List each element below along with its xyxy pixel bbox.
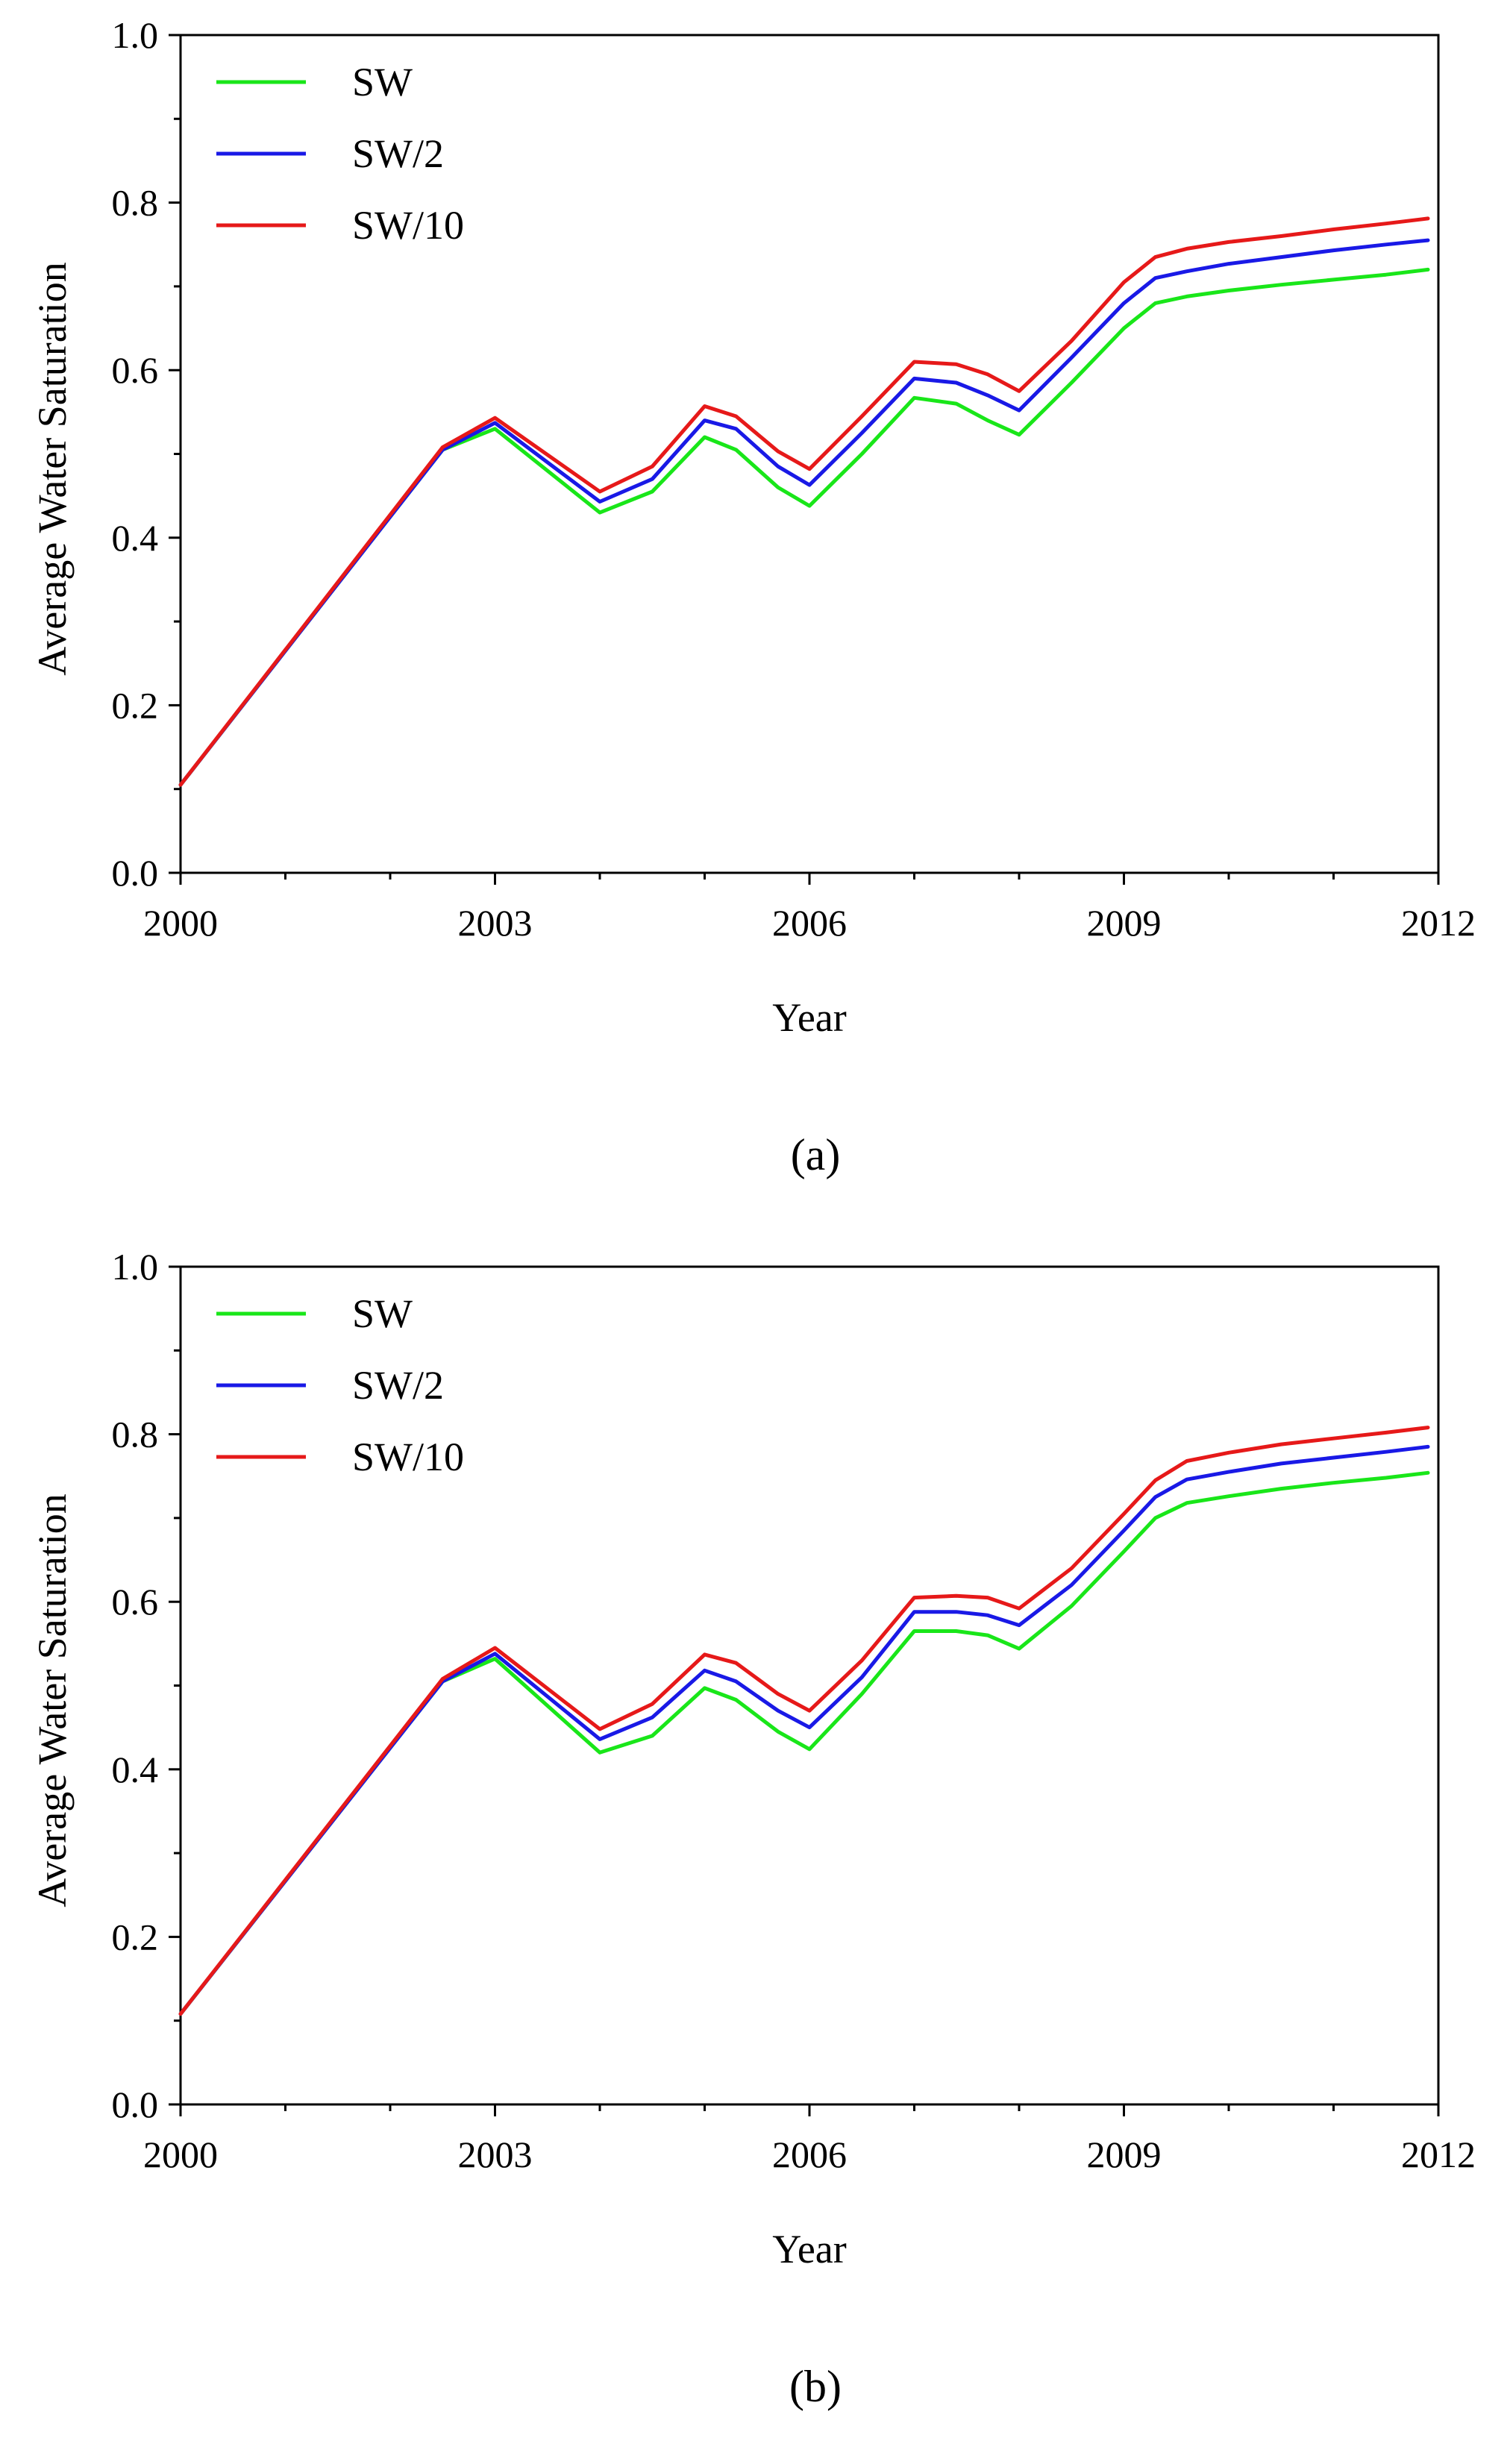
chart-b-x-tick-label: 2006 (772, 2134, 847, 2175)
chart-b-legend-label: SW/10 (352, 1435, 464, 1479)
chart-a-series-line-sw-2 (178, 238, 1430, 787)
chart-a-caption: (a) (791, 1130, 841, 1179)
chart-a-y-tick-label: 1.0 (112, 14, 159, 56)
chart-a-x-axis-label: Year (772, 995, 847, 1040)
chart-b-y-tick-label: 0.0 (112, 2084, 159, 2125)
chart-a-svg: 2000 2003 2006 2009 2012 0.0 0.2 0.4 0.6 0.8 1.0 Ye… (30, 14, 1476, 1179)
chart-b-y-tick-label: 0.8 (112, 1414, 159, 1455)
chart-a-y-tick-label: 0.2 (112, 684, 159, 726)
chart-panel-b: 2000 2003 2006 2009 2012 0.0 0.2 0.4 0.6 0.8 1.0 Ye… (0, 1232, 1510, 2463)
chart-b-y-tick-label: 0.4 (112, 1749, 159, 1790)
chart-b-y-axis-label: Average Water Saturation (30, 1493, 75, 1907)
chart-a-y-tick-label: 0.4 (112, 517, 159, 559)
chart-a-y-tick-label: 0.8 (112, 182, 159, 224)
chart-b-x-tick-label: 2003 (458, 2134, 533, 2175)
chart-a-legend-label: SW (352, 60, 413, 104)
chart-b-legend-label: SW (352, 1291, 413, 1336)
chart-a-y-axis-label: Average Water Saturation (30, 262, 75, 675)
chart-a-y-tick-label: 0.6 (112, 349, 159, 391)
chart-b-legend-label: SW/2 (352, 1363, 444, 1408)
chart-b-series-line-sw-2 (178, 1444, 1430, 2016)
chart-b-x-tick-label: 2009 (1087, 2134, 1162, 2175)
chart-a-legend-label: SW/10 (352, 203, 464, 248)
chart-b-series-line-sw (178, 1470, 1430, 2016)
chart-b-y-tick-label: 1.0 (112, 1246, 159, 1288)
chart-a-y-tick-label: 0.0 (112, 852, 159, 894)
chart-b-x-tick-label: 2000 (143, 2134, 218, 2175)
chart-a-x-tick-label: 2006 (772, 902, 847, 944)
chart-a-x-tick-label: 2003 (458, 902, 533, 944)
chart-b-svg: 2000 2003 2006 2009 2012 0.0 0.2 0.4 0.6 0.8 1.0 Ye… (30, 1246, 1476, 2411)
chart-b-plot-area: 2000 2003 2006 2009 2012 0.0 0.2 0.4 0.6 0.8 1.0 Ye… (30, 1246, 1476, 2411)
chart-a-x-tick-label: 2009 (1087, 902, 1162, 944)
chart-a-series-line-sw-10 (178, 216, 1430, 787)
chart-b-x-axis-label: Year (772, 2227, 847, 2272)
chart-b-series-line-sw-10 (178, 1426, 1430, 2016)
chart-b-y-tick-label: 0.2 (112, 1916, 159, 1957)
chart-b-x-tick-label: 2012 (1401, 2134, 1476, 2175)
chart-b-caption: (b) (789, 2362, 842, 2411)
chart-b-y-tick-label: 0.6 (112, 1581, 159, 1623)
chart-a-plot-area: 2000 2003 2006 2009 2012 0.0 0.2 0.4 0.6 0.8 1.0 Ye… (30, 14, 1476, 1179)
chart-panel-a: 2000 2003 2006 2009 2012 0.0 0.2 0.4 0.6 0.8 1.0 Ye… (30, 14, 1476, 1179)
chart-a-series-line-sw (178, 267, 1430, 787)
chart-a-legend-label: SW/2 (352, 131, 444, 176)
chart-a-x-tick-label: 2012 (1401, 902, 1476, 944)
chart-a-x-tick-label: 2000 (143, 902, 218, 944)
